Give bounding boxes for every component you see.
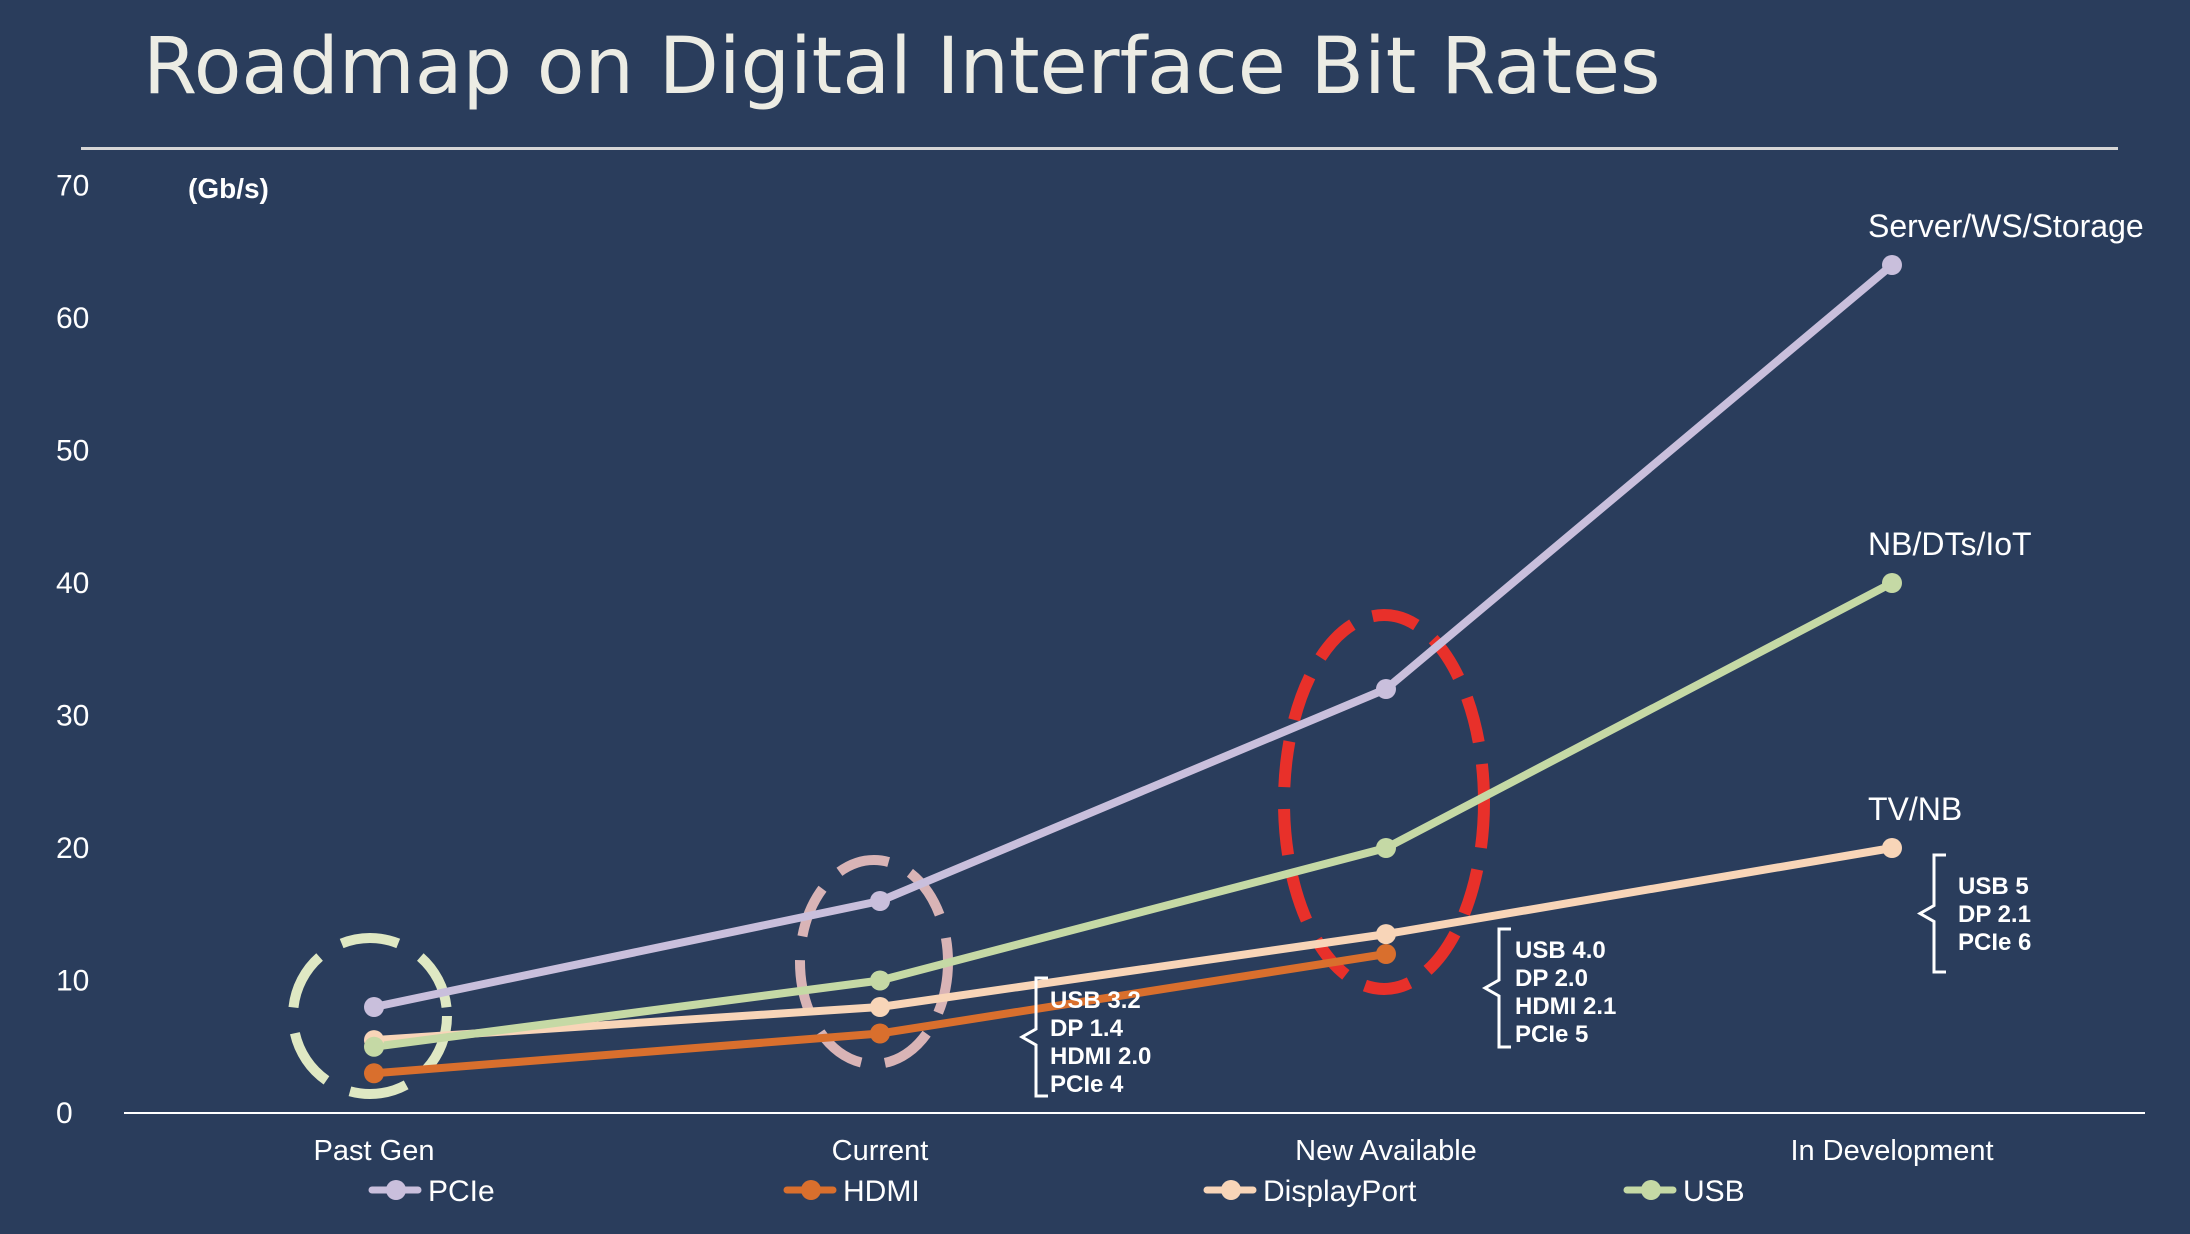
legend-marker-pcie: [386, 1180, 406, 1200]
annotation-text: PCIe 6: [1958, 929, 2031, 956]
annotation-text: USB 5: [1958, 873, 2029, 900]
data-point-hdmi: [364, 1063, 384, 1084]
y-tick-label: 30: [56, 700, 89, 733]
y-tick-label: 60: [56, 302, 89, 335]
title-divider: [81, 147, 2118, 150]
annotation-bracket: [1916, 853, 1946, 974]
legend-marker-hdmi: [801, 1180, 821, 1200]
data-point-usb: [1882, 573, 1902, 593]
x-tick-label: New Available: [1295, 1135, 1477, 1167]
legend-label-displayport: DisplayPort: [1263, 1175, 1417, 1208]
annotation-text: PCIe 5: [1515, 1021, 1588, 1048]
data-point-pcie: [1376, 679, 1396, 699]
chart-title: Roadmap on Digital Interface Bit Rates: [143, 22, 1661, 112]
data-point-displayport: [1376, 924, 1396, 945]
series-line-usb: [370, 579, 1896, 1051]
segment-label: TV/NB: [1868, 791, 1962, 827]
data-point-displayport: [1882, 838, 1902, 858]
highlight-ellipse-past-gen: [288, 933, 452, 1099]
data-point-hdmi: [1376, 944, 1396, 964]
y-tick-label: 70: [56, 170, 89, 203]
segment-label: NB/DTs/IoT: [1868, 526, 2032, 562]
data-point-hdmi: [870, 1023, 890, 1044]
annotation-bracket: [1018, 976, 1048, 1098]
data-point-pcie: [1882, 255, 1902, 275]
y-tick-label: 0: [56, 1097, 73, 1130]
series-line-pcie: [370, 261, 1896, 1011]
annotation-text: DP 2.0: [1515, 965, 1588, 992]
annotation-text: DP 2.1: [1958, 901, 2031, 928]
annotation-text: HDMI 2.0: [1050, 1043, 1151, 1070]
highlight-ellipse-new-available: [1278, 609, 1490, 995]
annotation-text: USB 3.2: [1050, 987, 1141, 1014]
segment-label: Server/WS/Storage: [1868, 208, 2144, 244]
data-point-pcie: [364, 997, 384, 1017]
data-point-usb: [1376, 838, 1396, 858]
series-line-displayport: [370, 844, 1896, 1045]
data-point-usb: [870, 970, 890, 991]
x-tick-label: Current: [832, 1135, 929, 1167]
legend-label-usb: USB: [1683, 1175, 1745, 1208]
annotation-text: USB 4.0: [1515, 937, 1606, 964]
data-point-displayport: [870, 997, 890, 1017]
legend-label-hdmi: HDMI: [843, 1175, 920, 1208]
legend-label-pcie: PCIe: [428, 1175, 495, 1208]
y-tick-label: 40: [56, 567, 89, 600]
annotation-bracket: [1481, 927, 1511, 1049]
annotation-text: PCIe 4: [1050, 1071, 1124, 1098]
annotation-text: HDMI 2.1: [1515, 993, 1616, 1020]
data-point-usb: [364, 1036, 384, 1057]
y-tick-label: 20: [56, 832, 89, 865]
annotation-text: DP 1.4: [1050, 1015, 1124, 1042]
x-tick-label: In Development: [1790, 1135, 1993, 1167]
x-tick-label: Past Gen: [314, 1135, 435, 1167]
y-axis-unit-label: (Gb/s): [188, 173, 269, 204]
data-point-pcie: [870, 891, 890, 911]
y-tick-label: 50: [56, 435, 89, 468]
legend-marker-usb: [1641, 1180, 1661, 1200]
legend-marker-displayport: [1221, 1180, 1241, 1200]
y-tick-label: 10: [56, 965, 89, 998]
